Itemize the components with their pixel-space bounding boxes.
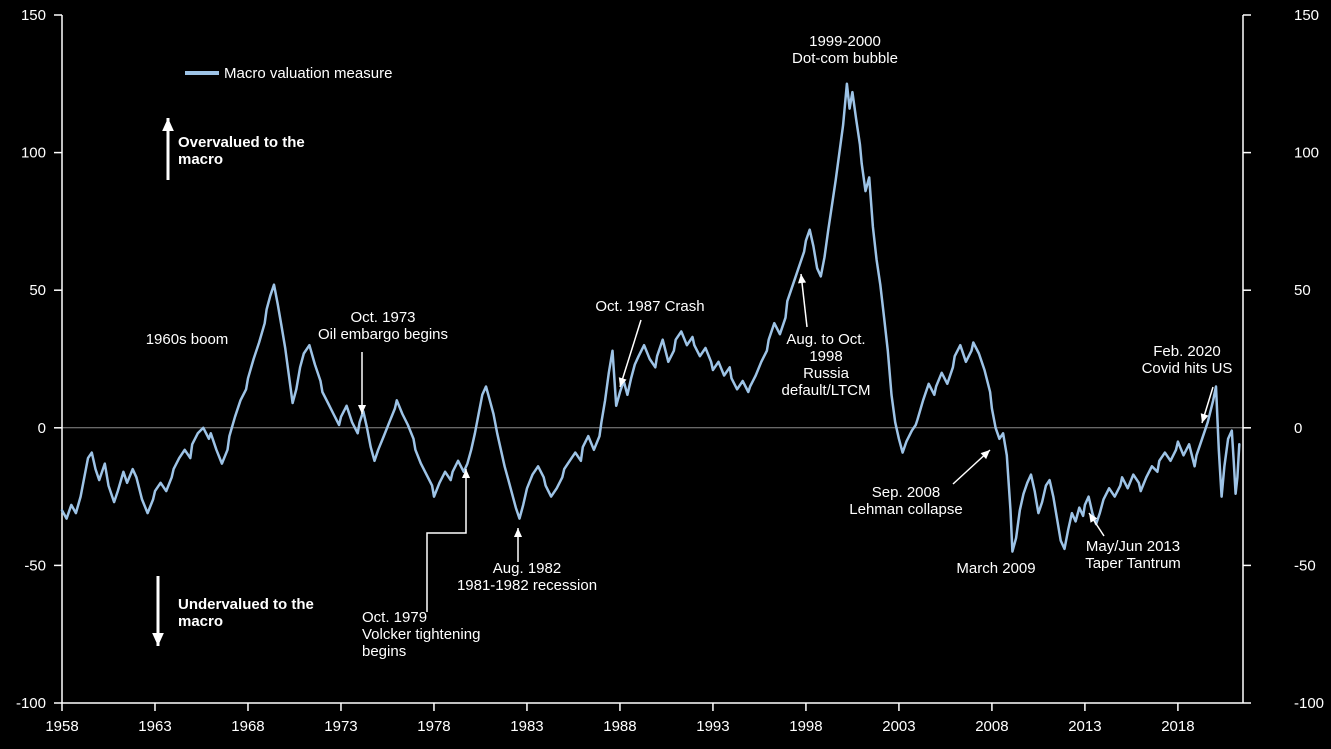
x-axis-label: 1968 <box>231 718 264 735</box>
annotation-text-dotcom-bubble: Dot-com bubble <box>792 50 898 67</box>
x-axis-label: 1963 <box>138 718 171 735</box>
annotation-text-russia-ltcm: default/LTCM <box>782 382 871 399</box>
x-axis-label: 2013 <box>1068 718 1101 735</box>
annotation-arrowhead-crash-1987 <box>618 377 627 387</box>
y-axis-label-right: 50 <box>1294 282 1311 299</box>
annotation-arrowhead-taper-tantrum <box>1089 513 1098 523</box>
annotation-text-russia-ltcm: Russia <box>803 365 850 382</box>
y-axis-label-right: -100 <box>1294 695 1324 712</box>
annotation-text-taper-tantrum: May/Jun 2013 <box>1086 538 1180 555</box>
annotation-text-dotcom-bubble: 1999-2000 <box>809 33 881 50</box>
x-axis-label: 2003 <box>882 718 915 735</box>
y-axis-label-right: -50 <box>1294 557 1316 574</box>
y-axis-label-left: -100 <box>16 695 46 712</box>
annotation-arrowhead-lehman-collapse <box>980 450 990 460</box>
annotation-arrow-volcker-tightening <box>426 469 467 612</box>
annotation-text-oil-embargo: Oct. 1973 <box>350 309 415 326</box>
annotation-text-crash-1987: Oct. 1987 Crash <box>595 298 704 315</box>
x-axis-label: 1978 <box>417 718 450 735</box>
x-axis-label: 1998 <box>789 718 822 735</box>
annotation-text-march-2009: March 2009 <box>956 560 1035 577</box>
y-axis-label-left: 50 <box>29 282 46 299</box>
y-axis-label-left: -50 <box>24 557 46 574</box>
legend-label: Macro valuation measure <box>224 65 392 82</box>
x-axis-label: 2018 <box>1161 718 1194 735</box>
annotation-text-volcker-tightening: Oct. 1979 <box>362 609 427 626</box>
annotation-text-oil-embargo: Oil embargo begins <box>318 326 448 343</box>
series-line <box>60 82 1241 553</box>
annotation-text-taper-tantrum: Taper Tantrum <box>1085 555 1181 572</box>
annotation-arrowhead-covid-2020 <box>1200 413 1209 423</box>
annotation-text-volcker-tightening: begins <box>362 643 406 660</box>
annotation-arrowhead-recession-1981-82 <box>513 528 523 537</box>
annotation-text-covid-2020: Feb. 2020 <box>1153 343 1221 360</box>
y-axis-label-left: 100 <box>21 145 46 162</box>
y-axis-label-right: 100 <box>1294 145 1319 162</box>
annotation-text-covid-2020: Covid hits US <box>1142 360 1233 377</box>
y-axis-label-left: 0 <box>38 420 46 437</box>
x-axis-label: 1973 <box>324 718 357 735</box>
annotation-text-lehman-collapse: Lehman collapse <box>849 501 962 518</box>
x-axis-label: 1993 <box>696 718 729 735</box>
annotation-arrowhead-oil-embargo <box>357 405 367 414</box>
annotation-text-overvalued-label: macro <box>178 151 223 168</box>
x-axis-label: 1983 <box>510 718 543 735</box>
y-axis-label-right: 150 <box>1294 7 1319 24</box>
annotation-text-russia-ltcm: Aug. to Oct. <box>786 331 865 348</box>
x-axis-label: 1958 <box>45 718 78 735</box>
annotation-text-volcker-tightening: Volcker tightening <box>362 626 480 643</box>
annotation-arrowhead-volcker-tightening <box>461 469 471 478</box>
annotation-arrowhead-russia-ltcm <box>797 274 807 284</box>
annotation-text-recession-1981-82: 1981-1982 recession <box>457 577 597 594</box>
annotation-text-russia-ltcm: 1998 <box>809 348 842 365</box>
annotation-text-lehman-collapse: Sep. 2008 <box>872 484 940 501</box>
annotation-text-undervalued-label: Undervalued to the <box>178 596 314 613</box>
annotation-text-sixties-boom: 1960s boom <box>146 331 229 348</box>
y-axis-label-right: 0 <box>1294 420 1302 437</box>
annotation-text-undervalued-label: macro <box>178 613 223 630</box>
x-axis-label: 2008 <box>975 718 1008 735</box>
annotation-text-recession-1981-82: Aug. 1982 <box>493 560 561 577</box>
y-axis-label-left: 150 <box>21 7 46 24</box>
annotation-arrowhead-undervalued-label <box>152 633 164 646</box>
annotation-text-overvalued-label: Overvalued to the <box>178 134 305 151</box>
annotation-arrow-crash-1987 <box>619 319 642 388</box>
x-axis-label: 1988 <box>603 718 636 735</box>
annotation-arrowhead-overvalued-label <box>162 118 174 131</box>
